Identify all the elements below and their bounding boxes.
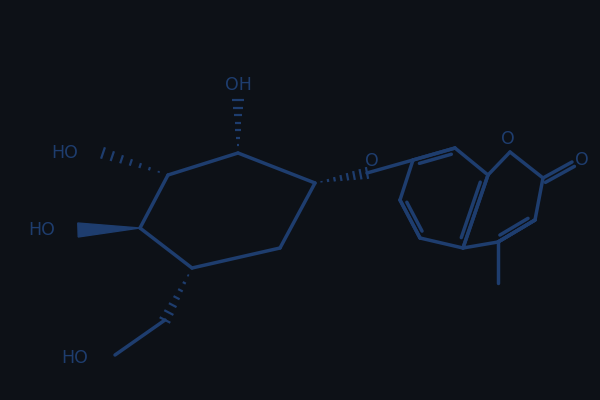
Text: HO: HO xyxy=(51,144,78,162)
Text: HO: HO xyxy=(28,221,55,239)
Text: O: O xyxy=(365,152,379,170)
Text: HO: HO xyxy=(61,349,88,367)
Polygon shape xyxy=(78,223,140,237)
Text: O: O xyxy=(501,130,515,148)
Text: OH: OH xyxy=(224,76,251,94)
Text: O: O xyxy=(575,151,589,169)
